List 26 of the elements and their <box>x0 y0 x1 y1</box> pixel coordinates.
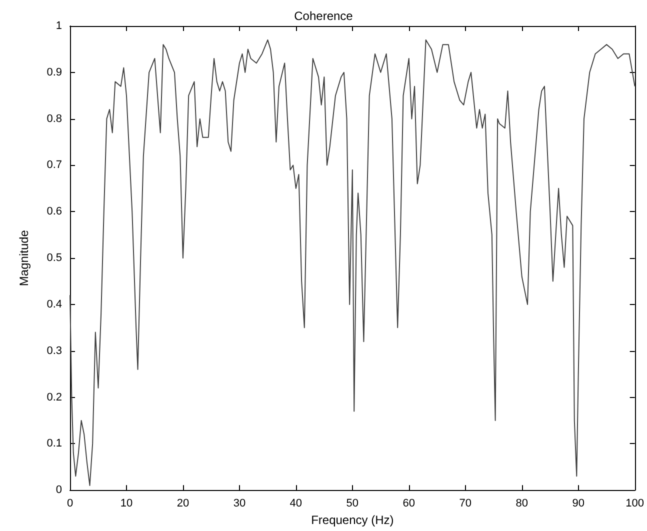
y-tick-label: 0.8 <box>46 112 62 125</box>
x-tick-label: 40 <box>290 498 302 510</box>
chart-title: Coherence <box>294 9 354 23</box>
y-tick-label: 0.6 <box>46 206 62 218</box>
y-tick-label: 0.3 <box>46 344 62 357</box>
x-tick-label: 100 <box>626 498 644 510</box>
x-tick-label: 90 <box>572 498 584 510</box>
x-tick-label: 60 <box>402 498 416 510</box>
line-series <box>70 39 636 486</box>
y-tick-label: 0.5 <box>46 252 62 264</box>
x-tick-label: 70 <box>459 498 472 510</box>
y-axis-title: Magnitude <box>17 230 31 286</box>
y-tick-label: 0.2 <box>46 391 62 404</box>
x-axis-title: Frequency (Hz) <box>311 513 394 527</box>
x-tick-label: 0 <box>66 498 74 510</box>
x-tick-label: 50 <box>346 498 359 510</box>
y-tick-label: 0.4 <box>46 298 62 310</box>
y-tick-label: 0.9 <box>46 66 62 78</box>
x-tick-label: 20 <box>176 498 190 510</box>
x-tick-label: 30 <box>233 498 246 510</box>
y-tick-label: 1 <box>56 20 62 32</box>
y-tick-label: 0 <box>56 484 62 496</box>
x-tick-label: 80 <box>516 498 528 510</box>
y-tick-label: 0.1 <box>46 438 62 450</box>
x-tick-label: 10 <box>120 498 133 510</box>
y-tick-label: 0.7 <box>46 159 62 172</box>
